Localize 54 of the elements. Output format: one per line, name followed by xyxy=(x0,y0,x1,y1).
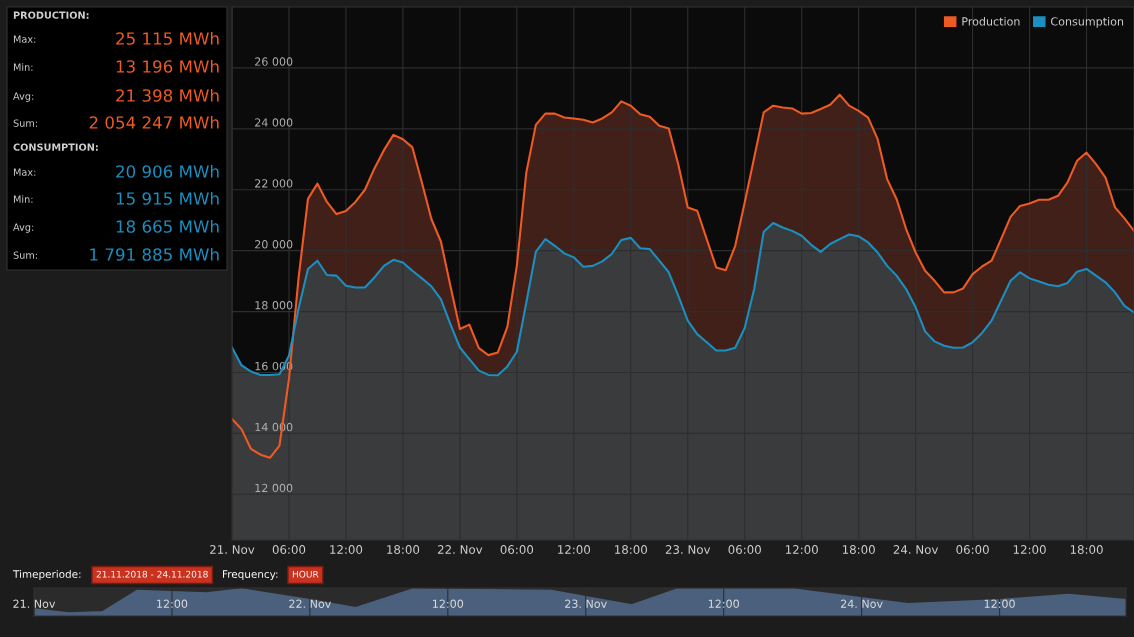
x-tick-label: 12:00 xyxy=(558,545,591,554)
x-tick-label: 24. Nov xyxy=(840,599,883,608)
text: Avg: xyxy=(13,223,34,233)
x-tick-label: 12:00 xyxy=(157,599,188,608)
y-tick-label: 22 000 xyxy=(255,179,293,188)
legend-label: Consumption xyxy=(1051,17,1124,28)
text: 2 054 247 MWh xyxy=(89,115,219,129)
x-tick-label: 12:00 xyxy=(785,545,818,554)
text: Sum: xyxy=(13,251,37,259)
x-tick-label: 12:00 xyxy=(330,545,363,554)
text: 15 915 MWh xyxy=(116,191,219,205)
x-tick-label: 12:00 xyxy=(708,599,739,608)
y-tick-label: 20 000 xyxy=(255,240,293,249)
x-tick-label: 22. Nov xyxy=(289,599,331,608)
text: HOUR xyxy=(292,570,319,578)
x-tick-label: 18:00 xyxy=(1070,545,1103,554)
x-tick-label: 12:00 xyxy=(1013,545,1046,554)
text: Timeperiode: xyxy=(12,569,81,581)
x-tick-label: 21. Nov xyxy=(210,545,255,554)
text: 20 906 MWh xyxy=(116,164,219,178)
x-tick-label: 12:00 xyxy=(433,599,464,608)
text: Min: xyxy=(13,195,33,203)
text: Max: xyxy=(13,35,36,43)
x-tick-label: 22. Nov xyxy=(437,545,483,554)
text: 25 115 MWh xyxy=(116,31,219,45)
text: 21.11.2018 - 24.11.2018 xyxy=(96,570,208,578)
legend-label: Production xyxy=(962,17,1020,26)
text: 18 665 MWh xyxy=(116,219,219,233)
text: Avg: xyxy=(13,92,34,102)
x-tick-label: 23. Nov xyxy=(565,599,607,608)
text: CONSUMPTION: xyxy=(13,143,98,151)
y-tick-label: 26 000 xyxy=(255,57,293,66)
text: 1 791 885 MWh xyxy=(90,247,219,261)
x-tick-label: 18:00 xyxy=(387,545,420,554)
text: Sum: xyxy=(13,119,37,127)
text: 21 398 MWh xyxy=(116,88,219,102)
x-tick-label: 21. Nov xyxy=(13,599,56,608)
text: 13 196 MWh xyxy=(116,59,219,73)
x-tick-label: 18:00 xyxy=(615,545,648,554)
x-tick-label: 12:00 xyxy=(984,599,1015,608)
text: Max: xyxy=(13,168,36,176)
text: Frequency: xyxy=(223,570,278,581)
x-tick-label: 23. Nov xyxy=(665,545,711,554)
x-tick-label: 06:00 xyxy=(728,545,761,554)
text: PRODUCTION: xyxy=(13,11,89,19)
y-tick-label: 12 000 xyxy=(255,483,293,493)
x-tick-label: 06:00 xyxy=(956,545,989,554)
x-tick-label: 24. Nov xyxy=(893,545,939,554)
x-tick-label: 06:00 xyxy=(272,545,306,554)
text: Min: xyxy=(13,63,33,71)
y-tick-label: 18 000 xyxy=(255,301,293,310)
x-tick-label: 18:00 xyxy=(842,545,875,554)
y-tick-label: 24 000 xyxy=(255,118,293,127)
x-tick-label: 06:00 xyxy=(500,545,534,554)
